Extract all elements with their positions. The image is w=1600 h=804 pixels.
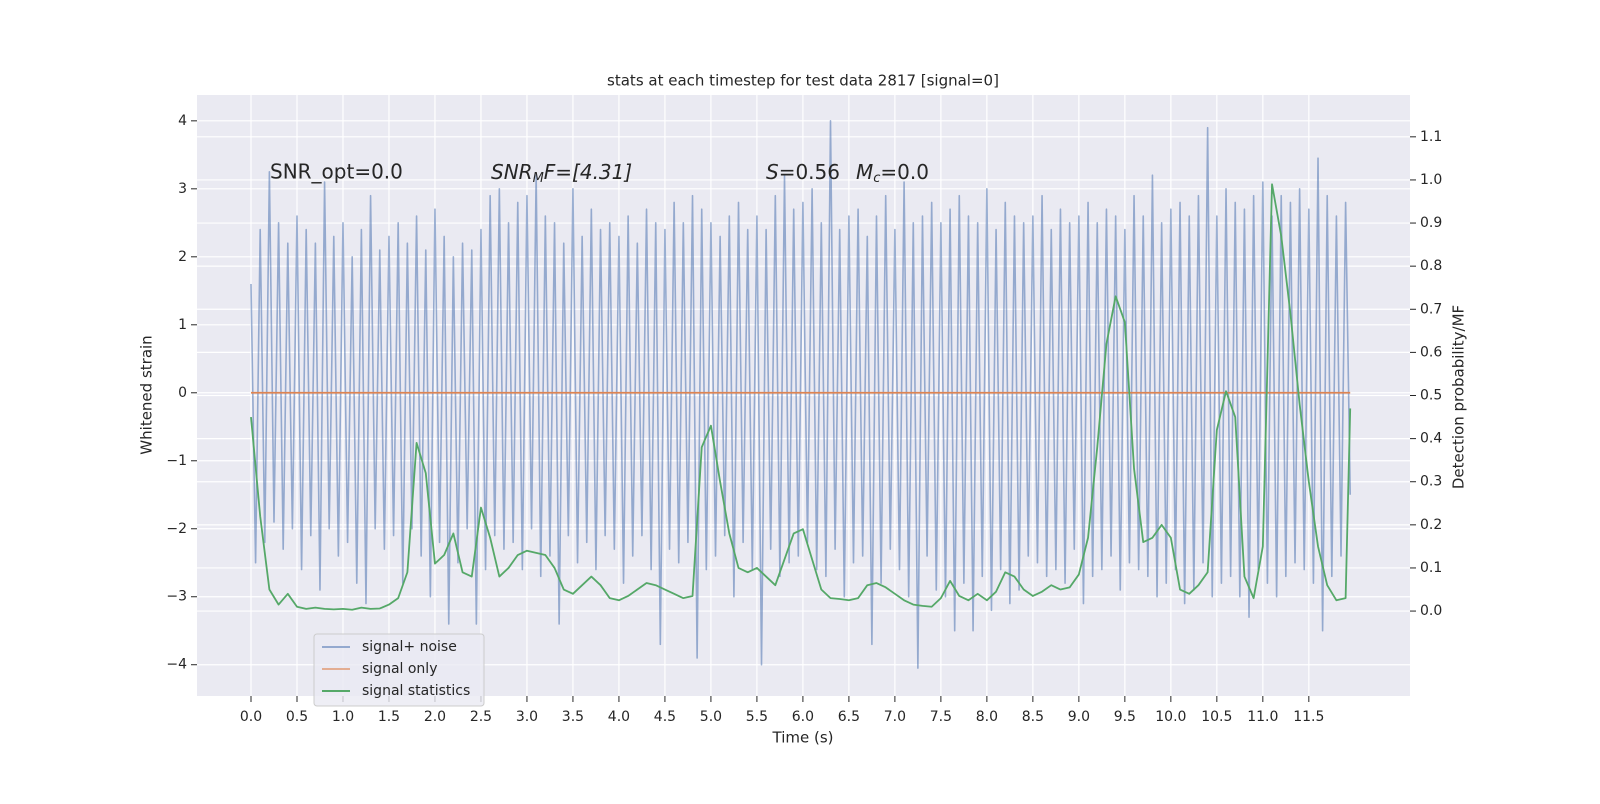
chart-title: stats at each timestep for test data 281… <box>607 72 999 90</box>
x-tick-label: 6.5 <box>838 709 860 725</box>
annotation-part: =0.0 <box>880 160 929 184</box>
y-tick-label: −1 <box>166 453 187 469</box>
y2-tick-label: 0.4 <box>1420 431 1442 447</box>
y-tick-label: −2 <box>166 521 187 537</box>
x-tick-label: 0.5 <box>286 709 308 725</box>
annotation-part: M <box>856 160 873 184</box>
x-tick-label: 10.0 <box>1155 709 1186 725</box>
marks <box>250 120 1352 669</box>
y-tick-label: −4 <box>166 657 187 673</box>
annotation: SNR_opt=0.0 <box>270 160 403 184</box>
x-tick-label: 3.0 <box>516 709 538 725</box>
legend-label: signal+ noise <box>362 639 457 655</box>
x-tick-label: 7.0 <box>884 709 906 725</box>
y2-tick-label: 0.5 <box>1420 388 1442 404</box>
legend: signal+ noise signal only signal statistic… <box>313 633 485 707</box>
x-tick-label: 2.5 <box>470 709 492 725</box>
y-axis-label: Whitened strain <box>138 335 156 454</box>
y2-tick-label: 0.2 <box>1420 517 1442 533</box>
y-tick-label: −3 <box>166 589 187 605</box>
x-tick-label: 0.0 <box>240 709 262 725</box>
x-tick-label: 6.0 <box>792 709 814 725</box>
x-tick-label: 4.0 <box>608 709 630 725</box>
x-tick-label: 4.5 <box>654 709 676 725</box>
x-tick-label: 9.5 <box>1114 709 1136 725</box>
ticks: 0.0 0.5 1.0 1.5 2.0 2.5 3.0 3.5 4.0 4.5 5.0 5.5 6.0 6… <box>166 113 1442 725</box>
legend-label: signal only <box>362 661 437 677</box>
y2-tick-label: 0.1 <box>1420 560 1442 576</box>
y2-tick-label: 0.7 <box>1420 301 1442 317</box>
annotation-part: =0.56 <box>779 160 840 184</box>
x-axis-label: Time (s) <box>772 729 834 747</box>
x-tick-label: 7.5 <box>930 709 952 725</box>
x-tick-label: 5.0 <box>700 709 722 725</box>
annotation: S=0.56 Mc=0.0 <box>766 160 929 186</box>
y2-tick-label: 0.0 <box>1420 603 1442 619</box>
series-line <box>250 183 1352 611</box>
y2-tick-label: 1.1 <box>1420 129 1442 145</box>
x-tick-label: 10.5 <box>1201 709 1232 725</box>
annotation-part: F=[4.31] <box>544 160 632 184</box>
y-tick-label: 0 <box>178 385 187 401</box>
y2-axis-label: Detection probability/MF <box>1450 305 1468 489</box>
y2-tick-label: 1.0 <box>1420 172 1442 188</box>
x-tick-label: 11.5 <box>1293 709 1324 725</box>
annotation-part: SNR <box>491 160 533 184</box>
y2-tick-label: 0.8 <box>1420 258 1442 274</box>
x-tick-label: 11.0 <box>1247 709 1278 725</box>
annotation-part: c <box>873 171 880 186</box>
y-tick-label: 3 <box>178 181 187 197</box>
legend-box <box>313 633 485 707</box>
y-tick-label: 4 <box>178 113 187 129</box>
x-tick-label: 8.0 <box>976 709 998 725</box>
annotation-part: M <box>533 171 544 186</box>
y-tick-label: 2 <box>178 249 187 265</box>
x-tick-label: 8.5 <box>1022 709 1044 725</box>
x-tick-label: 5.5 <box>746 709 768 725</box>
series-line <box>250 120 1352 669</box>
y2-tick-label: 0.9 <box>1420 215 1442 231</box>
legend-label: signal statistics <box>362 683 470 699</box>
x-tick-label: 1.5 <box>378 709 400 725</box>
x-tick-label: 1.0 <box>332 709 354 725</box>
y-tick-label: 1 <box>178 317 187 333</box>
y2-tick-label: 0.3 <box>1420 474 1442 490</box>
x-tick-label: 2.0 <box>424 709 446 725</box>
annotation: SNRMF=[4.31] <box>491 160 632 186</box>
annotation-part: S <box>766 160 779 184</box>
y2-tick-label: 0.6 <box>1420 344 1442 360</box>
x-tick-label: 9.0 <box>1068 709 1090 725</box>
x-tick-label: 3.5 <box>562 709 584 725</box>
